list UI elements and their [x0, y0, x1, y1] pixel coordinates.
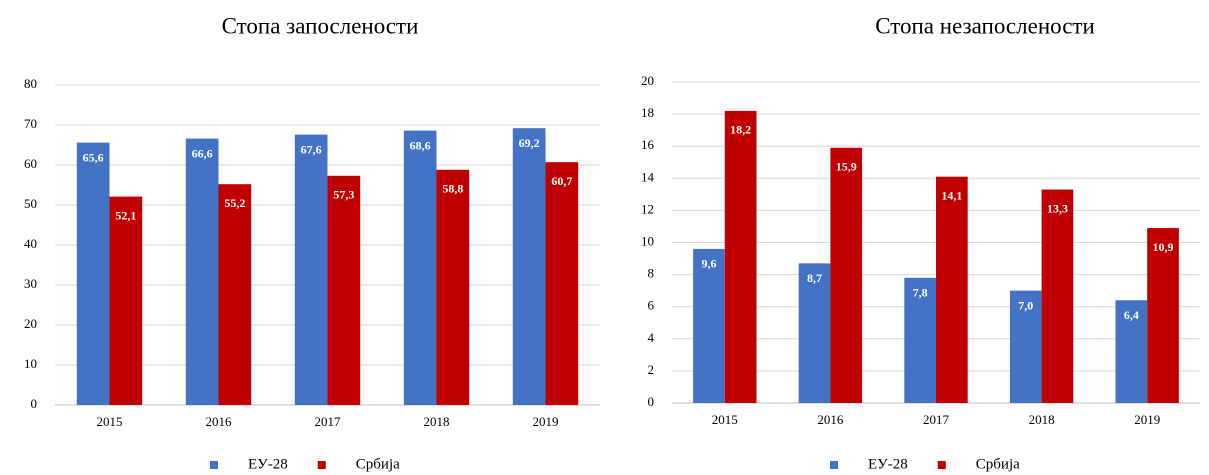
value-label: 66,6 — [192, 146, 213, 160]
x-tick-label: 2015 — [712, 412, 738, 427]
y-tick-label: 60 — [24, 156, 37, 171]
y-tick-label: 14 — [641, 169, 655, 184]
bar — [724, 110, 757, 403]
y-tick-label: 20 — [641, 73, 654, 88]
y-tick-label: 80 — [24, 76, 37, 91]
bar — [1115, 300, 1148, 403]
x-tick-label: 2018 — [424, 414, 450, 429]
y-tick-label: 20 — [24, 316, 37, 331]
bar — [436, 169, 470, 405]
legend-swatch — [937, 461, 946, 469]
bar — [109, 196, 143, 405]
bar — [294, 134, 328, 405]
value-label: 65,6 — [83, 150, 104, 164]
x-tick-label: 2016 — [817, 412, 844, 427]
value-label: 10,9 — [1153, 240, 1174, 254]
y-tick-label: 18 — [641, 105, 654, 120]
bar — [1041, 189, 1074, 403]
legend-swatch — [830, 461, 838, 469]
bar — [904, 277, 936, 403]
bar — [830, 147, 863, 403]
bar — [185, 138, 219, 405]
bar — [936, 176, 968, 403]
y-tick-label: 2 — [648, 362, 655, 377]
legend-label: ЕУ-28 — [248, 456, 288, 472]
bar — [218, 184, 252, 405]
x-tick-label: 2015 — [97, 414, 123, 429]
y-tick-label: 10 — [641, 233, 654, 248]
y-tick-label: 8 — [648, 266, 655, 281]
y-tick-label: 6 — [648, 298, 655, 313]
y-tick-label: 50 — [24, 196, 37, 211]
legend-label: Србија — [976, 456, 1020, 472]
value-label: 15,9 — [836, 160, 857, 174]
bar — [1009, 290, 1042, 403]
bar — [798, 263, 831, 403]
value-label: 8,7 — [807, 271, 822, 285]
value-label: 13,3 — [1047, 201, 1068, 215]
bar — [693, 248, 725, 403]
bar — [403, 130, 437, 405]
value-label: 68,6 — [410, 138, 431, 152]
y-tick-label: 30 — [24, 276, 37, 291]
legend-swatch — [210, 461, 218, 469]
value-label: 7,8 — [913, 286, 928, 300]
chart-title: Стопа запослености — [222, 13, 419, 38]
value-label: 57,3 — [333, 188, 354, 202]
x-tick-label: 2017 — [315, 414, 342, 429]
x-tick-label: 2019 — [1134, 412, 1160, 427]
x-tick-label: 2019 — [533, 414, 559, 429]
y-tick-label: 10 — [24, 356, 37, 371]
bar — [1147, 228, 1179, 403]
y-tick-label: 0 — [648, 394, 655, 409]
legend-swatch — [317, 461, 326, 469]
value-label: 18,2 — [730, 123, 751, 137]
value-label: 14,1 — [941, 188, 962, 202]
y-tick-label: 40 — [24, 236, 37, 251]
y-tick-label: 0 — [31, 396, 38, 411]
x-tick-label: 2017 — [923, 412, 950, 427]
y-tick-label: 70 — [24, 116, 37, 131]
chart-title: Стопа незапослености — [875, 13, 1095, 38]
value-label: 60,7 — [551, 174, 572, 188]
y-tick-label: 16 — [641, 137, 655, 152]
value-label: 52,1 — [115, 208, 136, 222]
bar — [545, 162, 579, 405]
value-label: 9,6 — [701, 257, 716, 271]
bar — [327, 175, 361, 405]
legend-label: Србија — [356, 456, 400, 472]
value-label: 55,2 — [224, 196, 245, 210]
value-label: 67,6 — [301, 142, 322, 156]
x-tick-label: 2016 — [206, 414, 233, 429]
legend-label: ЕУ-28 — [868, 456, 908, 472]
value-label: 6,4 — [1124, 308, 1139, 322]
x-tick-label: 2018 — [1029, 412, 1055, 427]
value-label: 69,2 — [519, 136, 540, 150]
y-tick-label: 4 — [648, 330, 655, 345]
y-tick-label: 12 — [641, 201, 654, 216]
bar — [76, 142, 110, 405]
value-label: 58,8 — [442, 182, 463, 196]
bar — [512, 128, 546, 405]
value-label: 7,0 — [1018, 298, 1033, 312]
